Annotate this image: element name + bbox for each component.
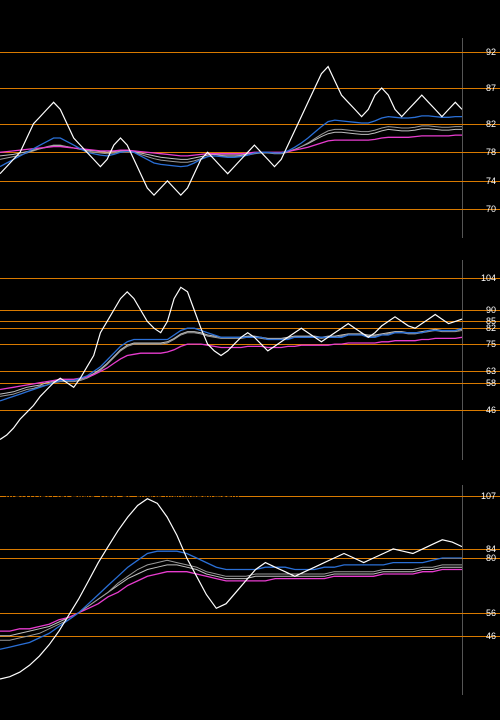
y-axis-label: 82 [486,323,496,333]
header-stat: Day Vol: 1.879 M [264,15,333,26]
header-stat: O: 8 [144,4,161,15]
series-price [0,287,462,439]
header-stat: Avg Vol: 2.162 M [223,4,291,15]
chart-root: 20EMA: 8 100EMA: 84.22 O: 8 H: 809 Avg Vol: … [0,0,500,720]
y-axis: 10784805646 [462,485,500,695]
chart-panel: WEEKLY(252) Eagle View CF charts MunafaS… [0,260,500,460]
y-axis-label: 80 [486,553,496,563]
y-axis: 92 87 82 78 74 70 [462,38,500,238]
panel-title: DAILY(250) Eagle View CF charts MunafaSu… [6,42,226,53]
series-svg [0,260,462,460]
y-axis-label: 90 [486,305,496,315]
header-stat: H: 809 [179,4,206,15]
series-svg [0,485,462,695]
header-stat: 50EMA: 83.95 [6,15,63,26]
y-axis-label: 70 [486,204,496,214]
chart-panel: DAILY(250) Eagle View CF charts MunafaSu… [0,38,500,238]
stats-header: 20EMA: 8 100EMA: 84.22 O: 8 H: 809 Avg Vol: … [0,0,500,38]
y-axis-label: 58 [486,378,496,388]
header-stat: 200EMA: 82.13 [81,15,143,26]
y-axis-label: 87 [486,83,496,93]
series-ema_a [0,116,462,167]
series-ema_c [0,560,462,640]
header-row-2: 50EMA: 83.95 200EMA: 82.13 C: 83.83 L: 83.4… [6,15,494,26]
series-ema_a [0,328,462,401]
series-price [0,499,462,679]
panel-title: WEEKLY(252) Eagle View CF charts MunafaS… [6,264,238,275]
series-price [0,67,462,196]
series-ema_c [0,331,462,397]
y-axis-label: 75 [486,339,496,349]
header-stat: 100EMA: 84.22 [64,4,126,15]
y-axis-label: 107 [481,491,496,501]
series-svg [0,38,462,238]
y-axis-label: 63 [486,366,496,376]
header-stat: L: 83.44 [213,15,246,26]
y-axis: 10490858275635846 [462,260,500,460]
header-stat: C: 83.83 [161,15,195,26]
series-ema_d [0,565,462,636]
series-ema_d [0,129,462,160]
chart-area [0,38,462,238]
y-axis-label: 56 [486,608,496,618]
header-row-1: 20EMA: 8 100EMA: 84.22 O: 8 H: 809 Avg Vol: … [6,4,494,15]
y-axis-label: 92 [486,47,496,57]
y-axis-label: 46 [486,405,496,415]
chart-panel: MONTHLY(48) Eagle View CF charts MunafaS… [0,485,500,695]
y-axis-label: 78 [486,147,496,157]
y-axis-label: 104 [481,273,496,283]
chart-area [0,485,462,695]
series-ema_b [0,135,462,156]
header-stat: 20EMA: 8 [6,4,46,15]
chart-area [0,260,462,460]
y-axis-label: 74 [486,176,496,186]
series-ema_a [0,551,462,649]
y-axis-label: 82 [486,119,496,129]
panel-title: MONTHLY(48) Eagle View CF charts MunafaS… [6,489,240,500]
y-axis-label: 46 [486,631,496,641]
